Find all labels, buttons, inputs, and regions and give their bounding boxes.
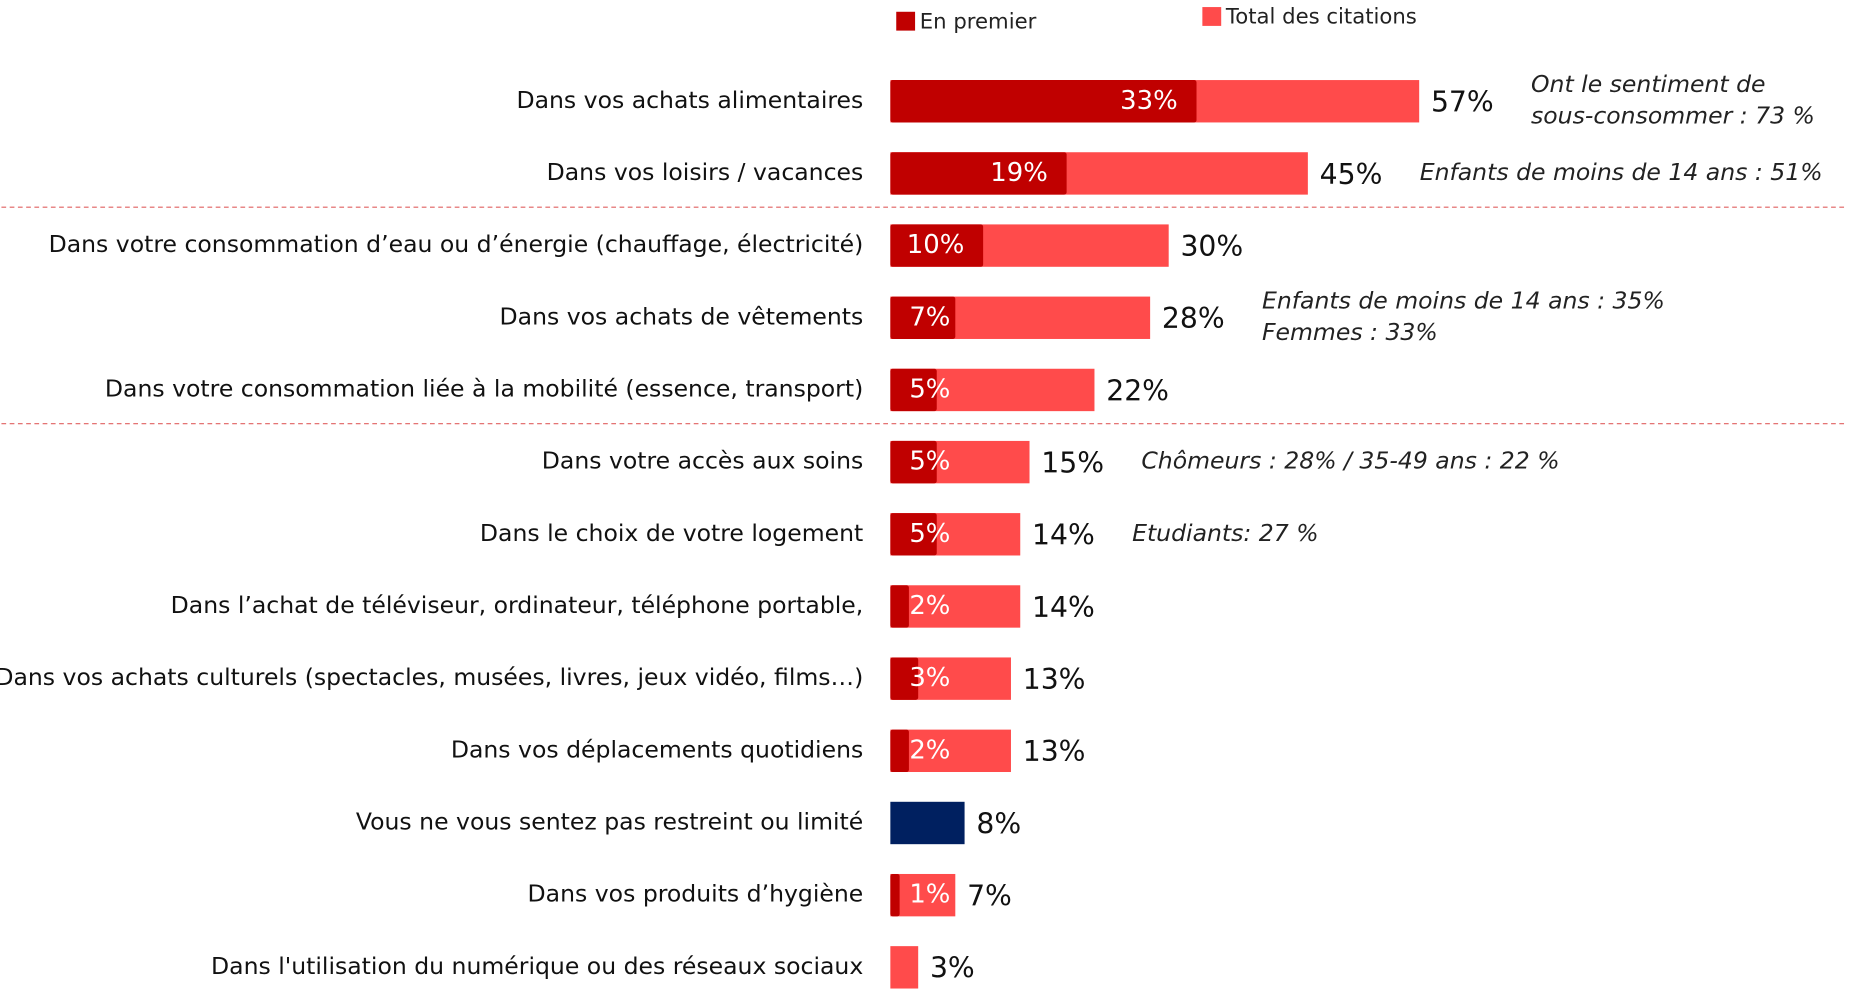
value-label-total: 8%	[976, 807, 1021, 840]
annotation: sous-consommer : 73 %	[1531, 102, 1815, 130]
value-label-first: 5%	[909, 447, 950, 477]
category-label: Dans vos achats de vêtements	[500, 302, 864, 330]
value-label-total: 13%	[1023, 735, 1086, 768]
category-label: Dans l'utilisation du numérique ou des r…	[211, 952, 863, 980]
category-label: Dans vos loisirs / vacances	[547, 158, 864, 186]
legend-swatch	[1202, 7, 1222, 26]
bar-first	[890, 729, 909, 773]
annotation: Chômeurs : 28% / 35-49 ans : 22 %	[1141, 447, 1559, 475]
annotation: Femmes : 33%	[1262, 318, 1438, 346]
value-label-first: 5%	[909, 519, 950, 549]
bar-first	[890, 873, 900, 917]
category-label: Dans votre consommation d’eau ou d’énerg…	[49, 230, 864, 258]
value-label-total: 30%	[1180, 230, 1243, 263]
value-label-first: 7%	[909, 302, 950, 332]
category-label: Dans vos achats alimentaires	[516, 86, 863, 114]
bar-first	[890, 224, 984, 267]
bar-first	[890, 80, 1197, 123]
bar-first	[890, 657, 919, 700]
bar-first	[890, 152, 1067, 195]
value-label-first: 19%	[990, 158, 1048, 188]
bar-total	[890, 873, 956, 917]
bar-total	[890, 729, 1011, 773]
category-label: Dans vos produits d’hygiène	[528, 880, 864, 908]
value-label-total: 45%	[1320, 158, 1383, 191]
category-label: Dans vos achats culturels (spectacles, m…	[0, 663, 863, 691]
value-label-total: 22%	[1106, 374, 1169, 407]
category-label: Dans votre accès aux soins	[542, 447, 863, 475]
value-label-total: 57%	[1431, 86, 1494, 119]
bar-total	[890, 946, 919, 989]
category-label: Dans vos déplacements quotidiens	[451, 735, 863, 763]
value-label-first: 3%	[909, 663, 950, 693]
bar-first	[890, 296, 956, 339]
value-label-first: 2%	[909, 735, 950, 765]
legend-swatch	[896, 11, 916, 31]
bar-total	[890, 801, 965, 845]
value-label-first: 5%	[909, 374, 950, 404]
value-label-total: 3%	[930, 952, 975, 985]
bar-first	[890, 440, 937, 484]
category-label: Dans votre consommation liée à la mobili…	[105, 374, 863, 402]
annotation: Etudiants: 27 %	[1132, 519, 1319, 547]
category-label: Dans l’achat de téléviseur, ordinateur, …	[171, 591, 864, 619]
value-label-total: 28%	[1162, 302, 1225, 335]
value-label-first: 33%	[1120, 86, 1178, 116]
bar-first	[890, 585, 909, 628]
annotation: Enfants de moins de 14 ans : 35%	[1262, 286, 1665, 314]
value-label-first: 10%	[907, 230, 965, 260]
category-label: Dans le choix de votre logement	[480, 519, 863, 547]
bar-first	[890, 368, 937, 412]
value-label-first: 1%	[909, 880, 950, 910]
value-label-total: 15%	[1041, 446, 1104, 479]
legend-label: Total des citations	[1225, 4, 1417, 29]
value-label-total: 7%	[967, 880, 1012, 913]
bar-first	[890, 513, 937, 556]
value-label-total: 14%	[1032, 519, 1095, 552]
bar-total	[890, 585, 1021, 628]
value-label-total: 14%	[1032, 591, 1095, 624]
value-label-total: 13%	[1023, 663, 1086, 696]
category-label: Vous ne vous sentez pas restreint ou lim…	[356, 807, 863, 835]
value-label-first: 2%	[909, 591, 950, 621]
legend-label: En premier	[920, 8, 1037, 33]
annotation: Enfants de moins de 14 ans : 51%	[1420, 158, 1823, 186]
annotation: Ont le sentiment de	[1531, 70, 1766, 98]
